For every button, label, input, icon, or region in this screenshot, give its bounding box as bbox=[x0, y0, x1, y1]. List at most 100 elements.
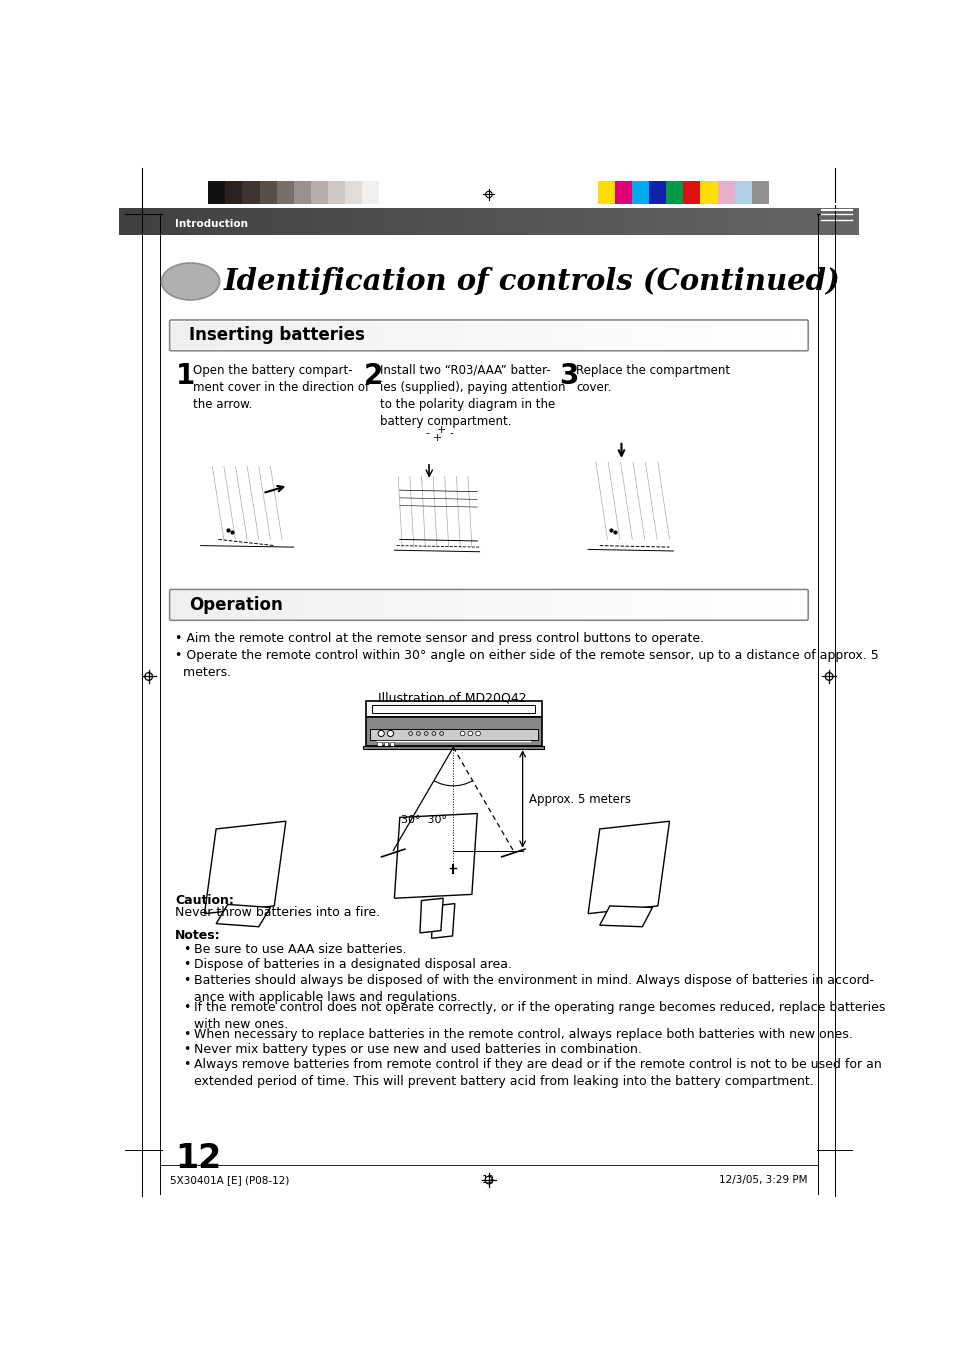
Bar bbox=[361, 590, 378, 619]
Bar bbox=[390, 742, 394, 746]
Circle shape bbox=[468, 731, 472, 736]
Bar bbox=[587, 208, 600, 235]
Bar bbox=[726, 590, 743, 619]
Text: Be sure to use AAA size batteries.: Be sure to use AAA size batteries. bbox=[193, 943, 406, 957]
Bar bbox=[685, 208, 699, 235]
Bar bbox=[772, 208, 784, 235]
Bar bbox=[648, 208, 661, 235]
Bar bbox=[365, 701, 541, 716]
Bar bbox=[647, 322, 664, 349]
Bar bbox=[647, 590, 664, 619]
Text: •: • bbox=[183, 943, 191, 957]
Bar bbox=[242, 208, 255, 235]
Text: Dispose of batteries in a designated disposal area.: Dispose of batteries in a designated dis… bbox=[193, 958, 511, 971]
Bar bbox=[710, 208, 723, 235]
Bar bbox=[552, 590, 569, 619]
Bar bbox=[726, 322, 743, 349]
Bar bbox=[369, 728, 537, 739]
Bar bbox=[377, 208, 391, 235]
Text: • Aim the remote control at the remote sensor and press control buttons to opera: • Aim the remote control at the remote s… bbox=[174, 632, 703, 644]
Bar bbox=[203, 590, 219, 619]
Bar bbox=[722, 208, 736, 235]
Bar bbox=[695, 322, 711, 349]
Bar bbox=[599, 322, 617, 349]
Bar bbox=[330, 590, 346, 619]
Bar bbox=[415, 208, 428, 235]
Bar bbox=[193, 208, 206, 235]
Bar bbox=[377, 322, 394, 349]
Bar bbox=[377, 742, 381, 746]
Bar bbox=[759, 322, 775, 349]
Bar bbox=[169, 208, 181, 235]
Bar bbox=[583, 322, 600, 349]
Bar bbox=[660, 208, 674, 235]
Bar bbox=[234, 322, 252, 349]
Text: Always remove batteries from remote control if they are dead or if the remote co: Always remove batteries from remote cont… bbox=[193, 1058, 881, 1089]
Circle shape bbox=[377, 731, 384, 736]
Bar bbox=[427, 208, 440, 235]
Text: Inserting batteries: Inserting batteries bbox=[189, 327, 364, 345]
Bar bbox=[187, 590, 204, 619]
Bar bbox=[294, 181, 311, 204]
Bar bbox=[476, 208, 489, 235]
Bar bbox=[316, 208, 329, 235]
Bar bbox=[760, 208, 772, 235]
Bar bbox=[536, 590, 553, 619]
Bar bbox=[267, 208, 280, 235]
Bar bbox=[330, 322, 346, 349]
Bar bbox=[266, 322, 283, 349]
Polygon shape bbox=[587, 821, 669, 913]
Bar bbox=[783, 208, 797, 235]
Bar bbox=[747, 208, 760, 235]
Bar bbox=[663, 590, 679, 619]
Polygon shape bbox=[394, 813, 476, 898]
Text: •: • bbox=[183, 1043, 191, 1056]
Circle shape bbox=[459, 731, 464, 736]
Bar bbox=[402, 208, 416, 235]
Bar bbox=[378, 181, 395, 204]
Bar bbox=[488, 208, 501, 235]
Bar bbox=[314, 590, 331, 619]
Bar bbox=[734, 181, 751, 204]
Text: •: • bbox=[183, 1058, 191, 1071]
Bar bbox=[711, 322, 727, 349]
Bar bbox=[390, 208, 403, 235]
Bar bbox=[673, 208, 686, 235]
Ellipse shape bbox=[161, 263, 219, 300]
Bar bbox=[234, 590, 252, 619]
Text: Batteries should always be disposed of with the environment in mind. Always disp: Batteries should always be disposed of w… bbox=[193, 974, 873, 1004]
Bar bbox=[698, 208, 711, 235]
Text: -: - bbox=[425, 428, 429, 438]
Text: • Operate the remote control within 30° angle on either side of the remote senso: • Operate the remote control within 30° … bbox=[174, 648, 878, 678]
Bar bbox=[790, 322, 806, 349]
Bar bbox=[218, 590, 235, 619]
Text: If the remote control does not operate correctly, or if the operating range beco: If the remote control does not operate c… bbox=[193, 1001, 884, 1031]
Text: •: • bbox=[183, 974, 191, 986]
Bar bbox=[298, 590, 314, 619]
Bar bbox=[225, 181, 242, 204]
Bar bbox=[525, 208, 538, 235]
Bar bbox=[208, 181, 225, 204]
Bar bbox=[363, 746, 543, 748]
Bar bbox=[144, 208, 157, 235]
Bar bbox=[441, 322, 457, 349]
Bar bbox=[536, 322, 553, 349]
Bar bbox=[821, 208, 834, 235]
Text: -: - bbox=[449, 428, 453, 438]
Bar bbox=[679, 590, 696, 619]
Bar bbox=[464, 208, 476, 235]
Bar bbox=[751, 181, 768, 204]
Text: 12/3/05, 3:29 PM: 12/3/05, 3:29 PM bbox=[719, 1175, 806, 1185]
Bar bbox=[663, 322, 679, 349]
Bar bbox=[365, 716, 541, 746]
Bar bbox=[251, 322, 267, 349]
Bar bbox=[266, 590, 283, 619]
Bar bbox=[171, 590, 188, 619]
Circle shape bbox=[424, 731, 428, 735]
Bar bbox=[520, 322, 537, 349]
Bar bbox=[666, 181, 682, 204]
Bar bbox=[254, 208, 268, 235]
Bar bbox=[276, 181, 294, 204]
Circle shape bbox=[432, 731, 436, 735]
Text: Open the battery compart-
ment cover in the direction of
the arrow.: Open the battery compart- ment cover in … bbox=[193, 363, 369, 411]
